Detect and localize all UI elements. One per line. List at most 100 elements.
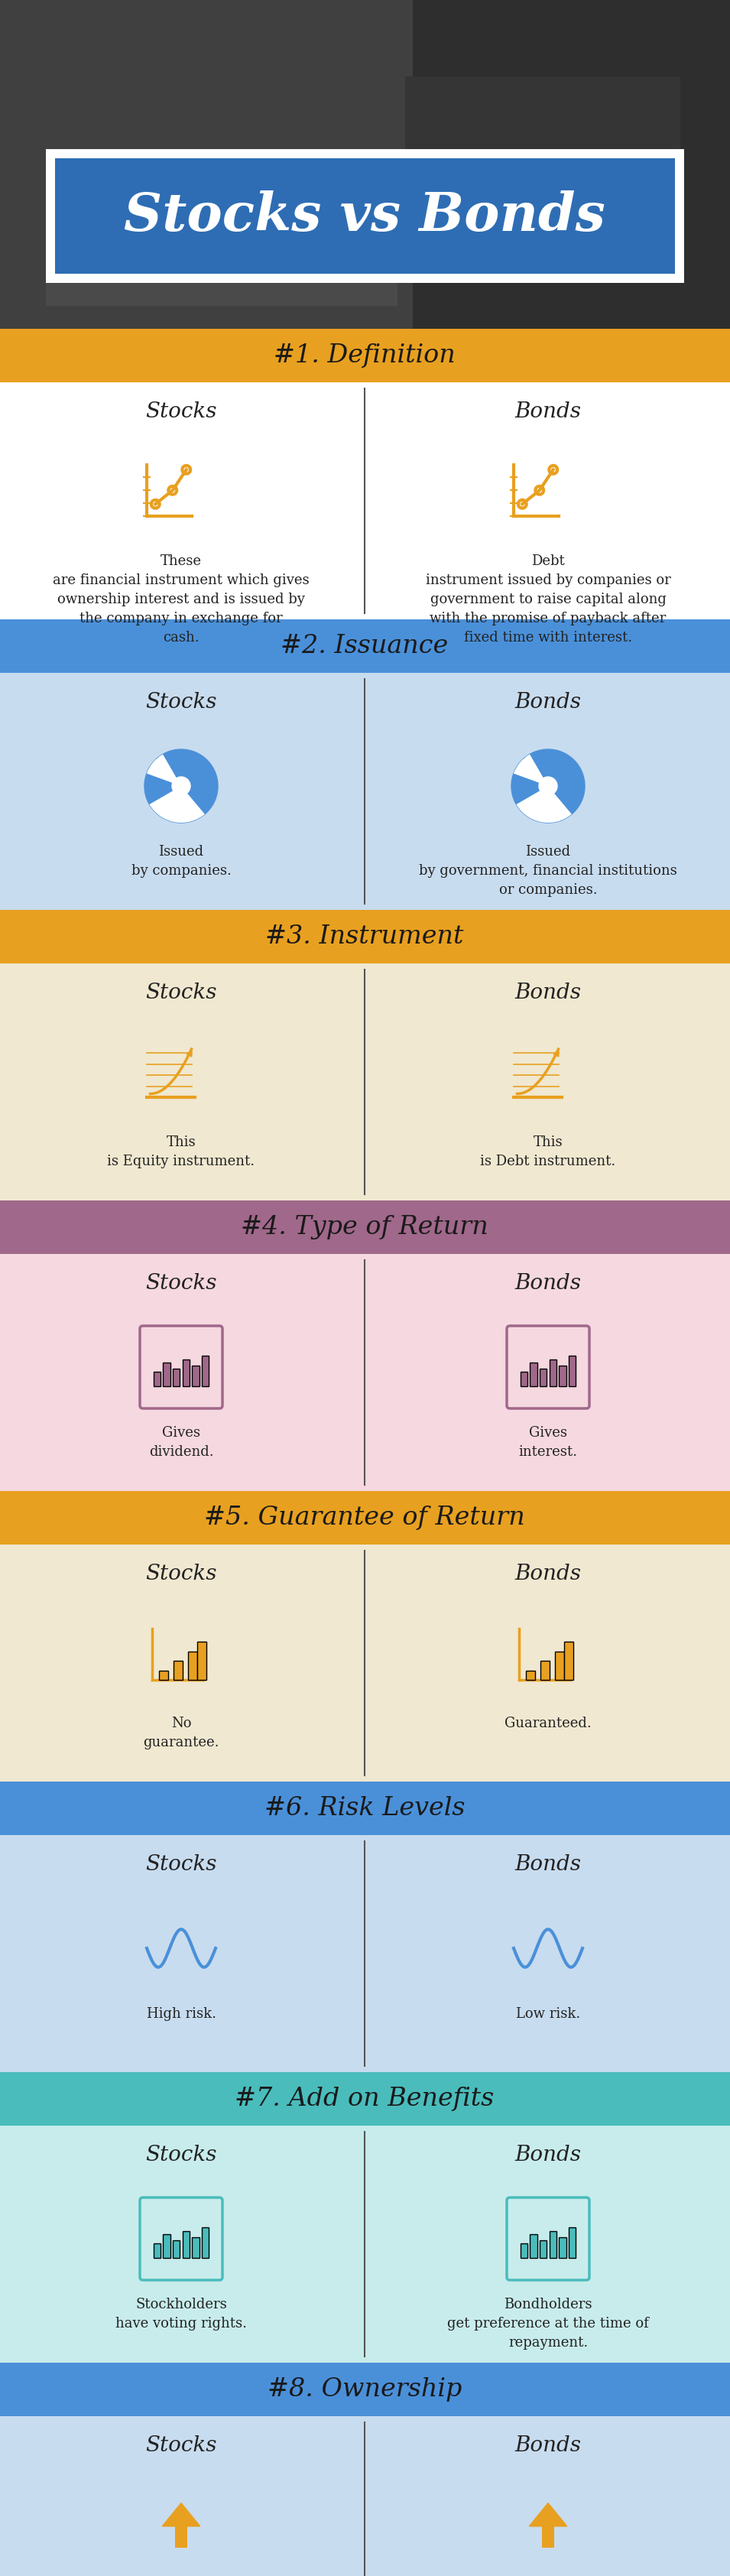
FancyBboxPatch shape: [0, 2362, 730, 2416]
FancyBboxPatch shape: [174, 1662, 182, 1680]
Wedge shape: [516, 786, 572, 822]
FancyBboxPatch shape: [412, 0, 730, 330]
Text: Debt
instrument issued by companies or
government to raise capital along
with th: Debt instrument issued by companies or g…: [426, 554, 671, 644]
Text: Bonds: Bonds: [515, 1564, 581, 1584]
FancyBboxPatch shape: [0, 1492, 730, 1546]
Text: Stocks: Stocks: [145, 1855, 217, 1875]
FancyBboxPatch shape: [0, 909, 730, 963]
Text: Stocks: Stocks: [145, 2434, 217, 2455]
FancyBboxPatch shape: [192, 2236, 199, 2259]
FancyBboxPatch shape: [182, 2231, 190, 2259]
Text: Stocks: Stocks: [145, 2143, 217, 2164]
Text: #7. Add on Benefits: #7. Add on Benefits: [235, 2087, 494, 2112]
Text: Guaranteed.: Guaranteed.: [504, 1716, 591, 1731]
Text: Low risk.: Low risk.: [516, 2007, 580, 2022]
Text: Issued
by companies.: Issued by companies.: [131, 845, 231, 878]
Polygon shape: [529, 2504, 567, 2527]
Text: Bondholders
get preference at the time of
repayment.: Bondholders get preference at the time o…: [447, 2298, 649, 2349]
FancyBboxPatch shape: [0, 1200, 730, 1255]
FancyBboxPatch shape: [0, 0, 730, 330]
FancyBboxPatch shape: [182, 1360, 190, 1386]
FancyBboxPatch shape: [0, 963, 730, 1200]
FancyBboxPatch shape: [175, 2527, 187, 2548]
FancyBboxPatch shape: [539, 2241, 547, 2259]
Text: #6. Risk Levels: #6. Risk Levels: [264, 1795, 465, 1821]
FancyBboxPatch shape: [46, 149, 684, 283]
Text: #1. Definition: #1. Definition: [274, 343, 456, 368]
FancyBboxPatch shape: [520, 2244, 528, 2259]
FancyBboxPatch shape: [559, 2236, 566, 2259]
FancyBboxPatch shape: [0, 2416, 730, 2576]
FancyBboxPatch shape: [164, 1363, 170, 1386]
Text: Bonds: Bonds: [515, 690, 581, 711]
Text: This
is Debt instrument.: This is Debt instrument.: [480, 1136, 616, 1170]
FancyBboxPatch shape: [188, 1651, 197, 1680]
FancyBboxPatch shape: [173, 1368, 180, 1386]
Polygon shape: [162, 2504, 200, 2527]
Wedge shape: [514, 755, 548, 786]
Text: #5. Guarantee of Return: #5. Guarantee of Return: [204, 1504, 525, 1530]
Text: #2. Issuance: #2. Issuance: [281, 634, 448, 659]
FancyBboxPatch shape: [569, 2228, 576, 2259]
FancyBboxPatch shape: [520, 1373, 528, 1386]
FancyBboxPatch shape: [550, 2231, 556, 2259]
FancyBboxPatch shape: [0, 618, 730, 672]
FancyBboxPatch shape: [164, 2233, 170, 2259]
FancyBboxPatch shape: [530, 2233, 537, 2259]
Text: Bonds: Bonds: [515, 981, 581, 1002]
Text: #3. Instrument: #3. Instrument: [266, 925, 464, 948]
Text: Bonds: Bonds: [515, 2143, 581, 2164]
Text: Gives
interest.: Gives interest.: [518, 1427, 577, 1458]
FancyBboxPatch shape: [198, 1641, 207, 1680]
Circle shape: [145, 750, 218, 822]
FancyBboxPatch shape: [0, 1546, 730, 1783]
FancyBboxPatch shape: [153, 1373, 161, 1386]
Text: #4. Type of Return: #4. Type of Return: [241, 1216, 488, 1239]
FancyBboxPatch shape: [0, 1255, 730, 1492]
FancyBboxPatch shape: [192, 1365, 199, 1386]
Text: Gives
dividend.: Gives dividend.: [149, 1427, 213, 1458]
FancyBboxPatch shape: [46, 214, 398, 307]
FancyBboxPatch shape: [540, 1662, 550, 1680]
Text: No
guarantee.: No guarantee.: [143, 1716, 219, 1749]
FancyBboxPatch shape: [569, 1355, 576, 1386]
FancyBboxPatch shape: [542, 2527, 554, 2548]
FancyBboxPatch shape: [555, 1651, 564, 1680]
Text: Stocks: Stocks: [145, 1564, 217, 1584]
Text: This
is Equity instrument.: This is Equity instrument.: [107, 1136, 255, 1170]
Text: Stocks vs Bonds: Stocks vs Bonds: [124, 191, 605, 242]
Text: #8. Ownership: #8. Ownership: [267, 2378, 462, 2401]
FancyBboxPatch shape: [564, 1641, 574, 1680]
FancyBboxPatch shape: [530, 1363, 537, 1386]
Wedge shape: [147, 755, 181, 786]
Text: Stocks: Stocks: [145, 981, 217, 1002]
FancyBboxPatch shape: [0, 381, 730, 618]
Text: Bonds: Bonds: [515, 2434, 581, 2455]
Text: High risk.: High risk.: [147, 2007, 216, 2022]
FancyBboxPatch shape: [159, 1672, 168, 1680]
FancyBboxPatch shape: [526, 1672, 535, 1680]
Text: Issued
by government, financial institutions
or companies.: Issued by government, financial institut…: [419, 845, 677, 896]
FancyBboxPatch shape: [559, 1365, 566, 1386]
Text: These
are financial instrument which gives
ownership interest and is issued by
t: These are financial instrument which giv…: [53, 554, 310, 644]
FancyBboxPatch shape: [0, 2125, 730, 2362]
Text: Stockholders
have voting rights.: Stockholders have voting rights.: [115, 2298, 247, 2331]
FancyBboxPatch shape: [153, 2244, 161, 2259]
FancyBboxPatch shape: [0, 672, 730, 909]
Text: Bonds: Bonds: [515, 1273, 581, 1293]
Text: Bonds: Bonds: [515, 1855, 581, 1875]
Circle shape: [172, 778, 191, 796]
FancyBboxPatch shape: [405, 77, 680, 229]
FancyBboxPatch shape: [0, 1834, 730, 2071]
FancyBboxPatch shape: [55, 157, 675, 273]
Text: Stocks: Stocks: [145, 690, 217, 711]
Circle shape: [539, 778, 557, 796]
FancyBboxPatch shape: [173, 2241, 180, 2259]
Wedge shape: [150, 786, 204, 822]
FancyBboxPatch shape: [201, 1355, 209, 1386]
FancyBboxPatch shape: [0, 330, 730, 381]
Text: Bonds: Bonds: [515, 402, 581, 422]
FancyBboxPatch shape: [0, 2071, 730, 2125]
FancyBboxPatch shape: [550, 1360, 556, 1386]
Circle shape: [512, 750, 585, 822]
